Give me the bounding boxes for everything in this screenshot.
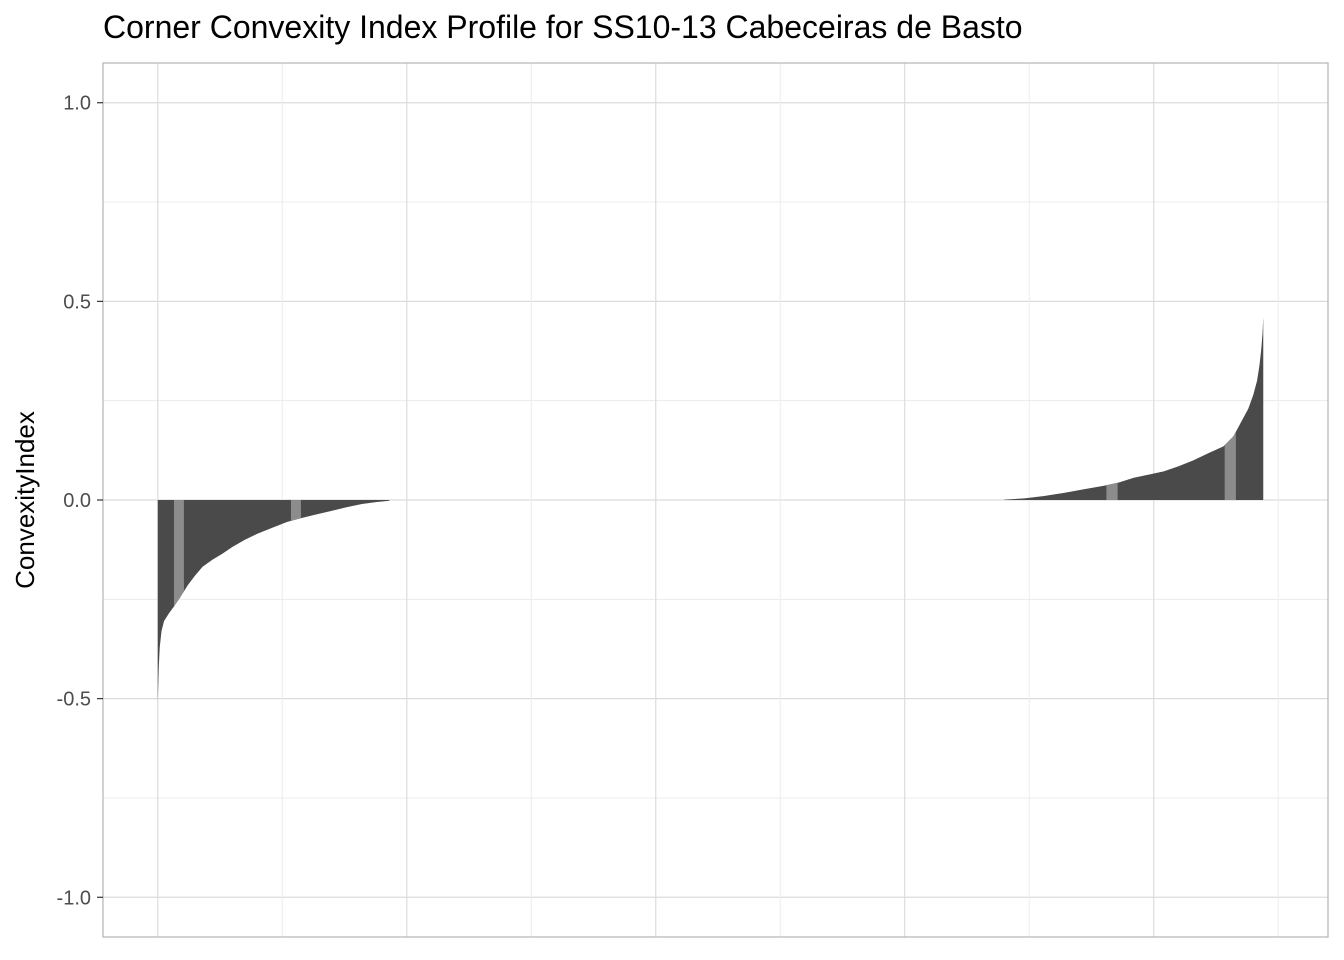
y-tick-label: 0.5 [63, 291, 91, 313]
y-tick-label: -0.5 [57, 689, 91, 711]
y-axis-title: ConvexityIndex [10, 411, 40, 589]
y-tick-label: 0.0 [63, 490, 91, 512]
bar-group-1 [157, 500, 390, 703]
highlighted-bar-2-2 [1224, 431, 1236, 500]
chart-title: Corner Convexity Index Profile for SS10-… [103, 9, 1023, 45]
y-tick-label: -1.0 [57, 887, 91, 909]
y-axis-ticks: -1.0 -0.5 0.0 0.5 1.0 [57, 93, 103, 909]
bar-series [157, 317, 1264, 703]
highlighted-bar-2-1 [1106, 482, 1118, 500]
bar-group-2 [1004, 317, 1264, 500]
highlighted-bar-1-1 [173, 500, 184, 607]
highlighted-bar-1-2 [290, 500, 301, 521]
y-tick-label: 1.0 [63, 93, 91, 115]
